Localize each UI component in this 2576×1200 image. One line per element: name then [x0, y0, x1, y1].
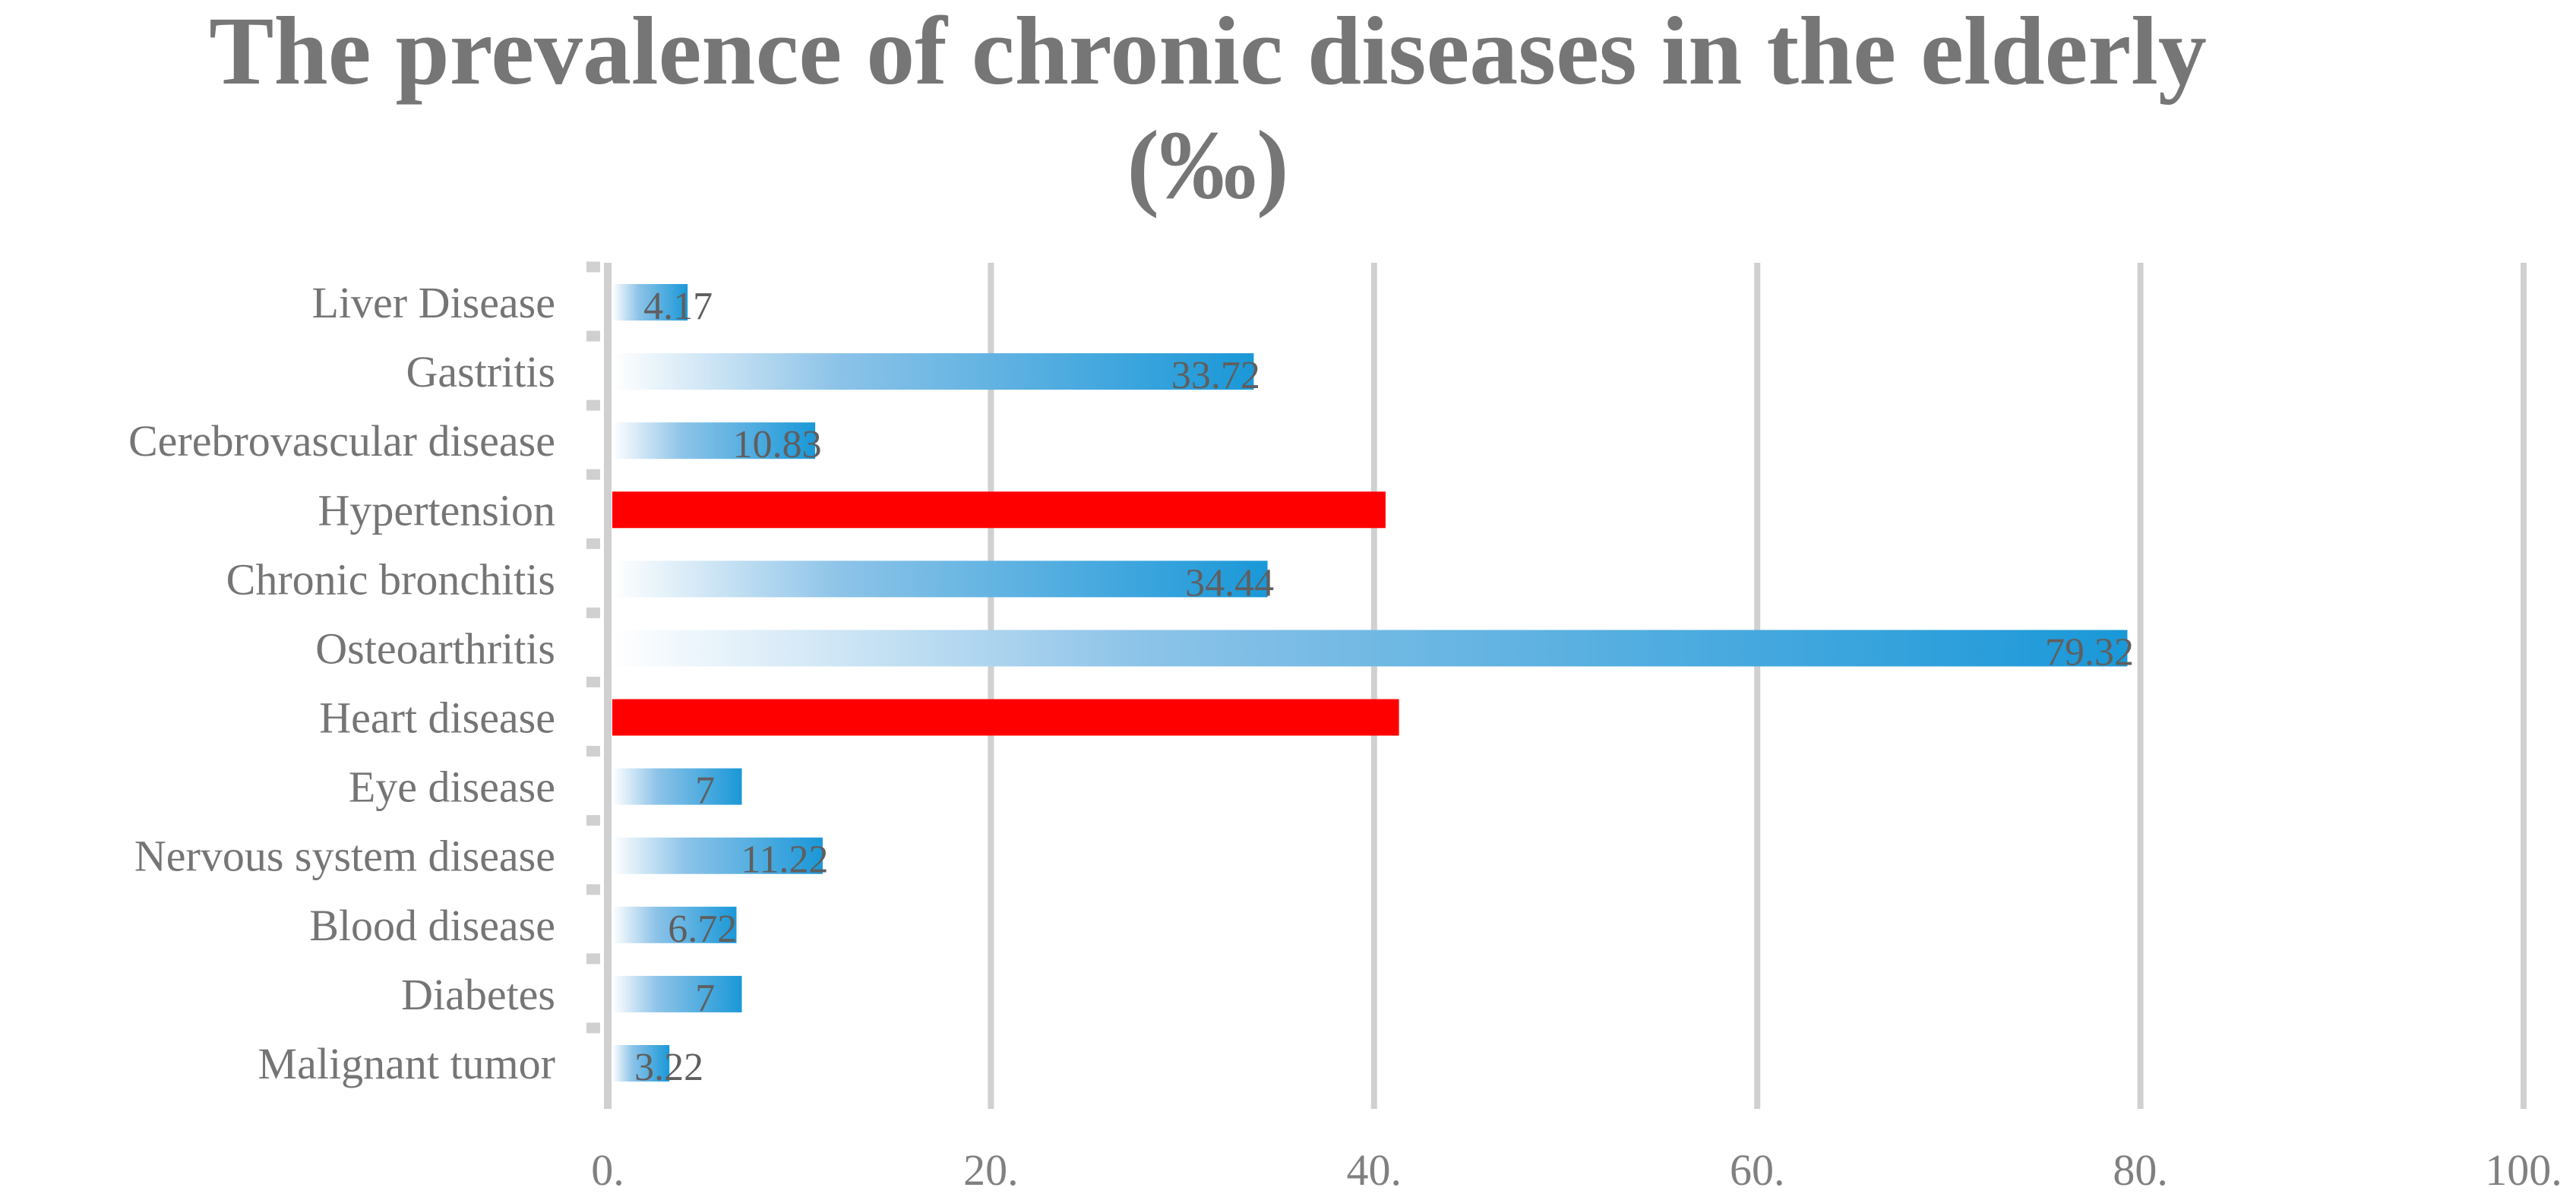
category-label: Diabetes: [401, 970, 555, 1019]
x-tick-label: 0.: [591, 1145, 624, 1195]
data-label: 7: [695, 769, 715, 813]
category-label: Eye disease: [349, 763, 555, 812]
category-label: Osteoarthritis: [315, 624, 555, 673]
bar-nervous-system-disease: [612, 837, 823, 874]
bar-diabetes: [612, 975, 742, 1012]
category-label: Hypertension: [318, 485, 556, 535]
bar-cerebrovascular-disease: [612, 422, 816, 459]
x-tick-label: 20.: [963, 1145, 1019, 1195]
x-tick-label: 80.: [2113, 1145, 2168, 1195]
axis-tick: [586, 261, 600, 273]
bar-eye-disease: [612, 768, 742, 805]
axis-tick: [586, 469, 600, 480]
bar-gastritis: [612, 353, 1254, 390]
data-label: 3.22: [634, 1046, 703, 1089]
bar-chronic-bronchitis: [612, 561, 1268, 598]
axis-tick: [586, 884, 600, 895]
x-tick-label: 100.: [2485, 1145, 2562, 1195]
data-label: 6.72: [668, 908, 737, 951]
data-label: 7: [695, 977, 715, 1020]
bar-liver-disease: [612, 284, 688, 321]
axis-tick: [586, 399, 600, 411]
bar-osteoarthritis: [612, 630, 2128, 667]
bar-hypertension: [612, 491, 1386, 529]
x-tick-label: 40.: [1347, 1145, 1402, 1195]
category-label: Nervous system disease: [134, 832, 555, 881]
x-tick-label: 60.: [1730, 1145, 1785, 1195]
data-label: 34.44: [1185, 561, 1274, 605]
bar-malignant-tumor: [612, 1045, 670, 1082]
axis-tick: [586, 607, 600, 618]
category-label: Chronic bronchitis: [226, 554, 555, 604]
axis-tick: [586, 815, 600, 826]
data-label: 11.22: [741, 838, 828, 882]
bar-heart-disease: [612, 699, 1399, 736]
category-label: Cerebrovascular disease: [128, 416, 555, 466]
axis-tick: [586, 746, 600, 757]
category-label: Gastritis: [406, 347, 555, 396]
axis-tick: [586, 953, 600, 965]
axis-tick: [586, 330, 600, 342]
chart-subtitle: (‰): [1127, 111, 1288, 219]
category-label: Malignant tumor: [258, 1039, 555, 1088]
axis-tick: [586, 538, 600, 549]
category-label: Blood disease: [309, 901, 555, 950]
category-label: Heart disease: [319, 693, 555, 743]
data-label: 79.32: [2045, 630, 2134, 674]
chart-title: The prevalence of chronic diseases in th…: [209, 0, 2207, 105]
category-label: Liver Disease: [312, 278, 555, 327]
axis-tick: [586, 1022, 600, 1034]
data-label: 4.17: [643, 285, 713, 328]
axis-tick: [586, 677, 600, 687]
bar-blood-disease: [612, 906, 737, 943]
data-label: 10.83: [733, 423, 822, 466]
data-label: 33.72: [1171, 354, 1260, 397]
